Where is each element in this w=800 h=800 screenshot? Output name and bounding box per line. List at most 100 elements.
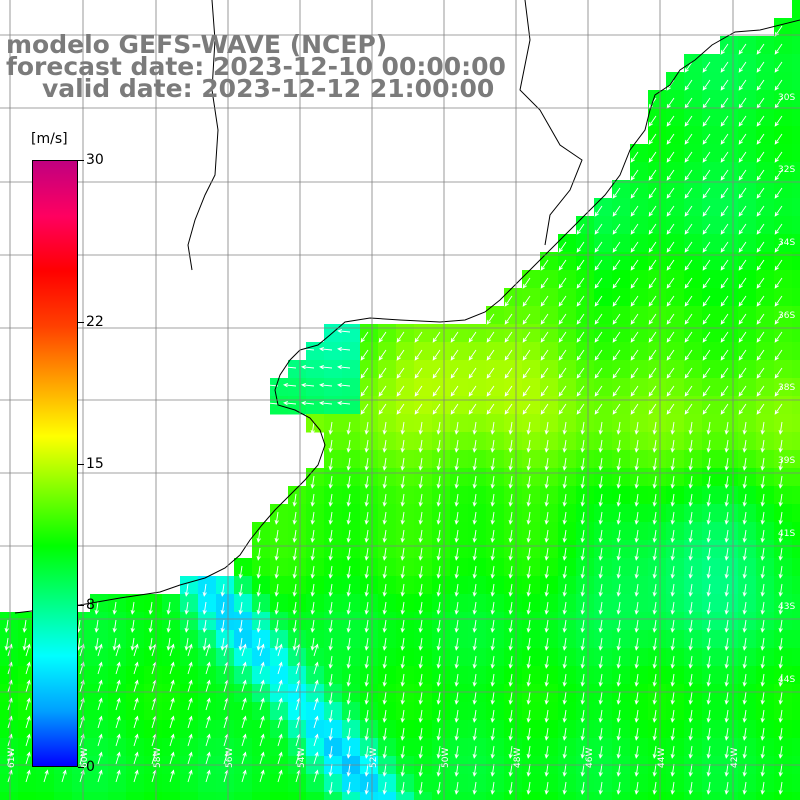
- wind-arrow: [616, 673, 621, 687]
- wind-arrow: [526, 673, 531, 687]
- wind-arrow: [436, 637, 441, 651]
- wind-cell: [306, 576, 325, 595]
- wind-cell: [738, 396, 757, 415]
- wind-cell: [108, 684, 127, 703]
- wind-cell: [540, 450, 559, 469]
- wind-cell: [522, 792, 541, 800]
- wind-arrow: [706, 547, 711, 561]
- wind-cell: [378, 648, 397, 667]
- wind-arrow: [472, 763, 477, 777]
- wind-arrow: [684, 403, 693, 415]
- wind-arrow: [598, 511, 603, 525]
- wind-arrow: [436, 781, 441, 795]
- wind-arrow: [598, 781, 603, 795]
- wind-cell: [738, 504, 757, 523]
- wind-arrow: [616, 529, 621, 543]
- wind-arrow: [562, 763, 567, 777]
- wind-arrow: [652, 493, 657, 507]
- wind-arrow: [702, 259, 711, 271]
- wind-cell: [666, 90, 685, 109]
- wind-cell: [450, 396, 469, 415]
- wind-cell: [342, 414, 361, 433]
- wind-cell: [702, 684, 721, 703]
- wind-arrow: [346, 619, 351, 633]
- wind-arrow: [738, 313, 747, 325]
- wind-arrow: [508, 691, 513, 705]
- wind-arrow: [720, 259, 729, 271]
- wind-cell: [126, 630, 145, 649]
- wind-arrow: [594, 295, 603, 307]
- wind-arrow: [688, 421, 693, 435]
- wind-cell: [0, 612, 19, 631]
- wind-arrow: [774, 43, 783, 55]
- wind-arrow: [598, 727, 603, 741]
- wind-cell: [756, 540, 775, 559]
- wind-arrow: [630, 367, 639, 379]
- wind-arrow: [414, 385, 423, 397]
- wind-cell: [414, 792, 433, 800]
- wind-arrow: [648, 187, 657, 199]
- wind-cell: [648, 342, 667, 361]
- wind-arrow: [724, 619, 729, 633]
- wind-cell: [252, 666, 271, 685]
- wind-arrow: [346, 583, 351, 597]
- wind-cell: [342, 504, 361, 523]
- wind-arrow: [562, 511, 567, 525]
- wind-arrow: [616, 691, 621, 705]
- wind-arrow: [666, 349, 675, 361]
- wind-arrow: [742, 637, 747, 651]
- wind-cell: [594, 216, 613, 235]
- wind-cell: [396, 630, 415, 649]
- wind-arrow: [508, 781, 513, 795]
- wind-arrow: [202, 601, 207, 615]
- wind-arrow: [616, 547, 621, 561]
- wind-arrow: [313, 643, 319, 657]
- wind-arrow: [594, 349, 603, 361]
- wind-cell: [666, 486, 685, 505]
- wind-cell: [432, 702, 451, 721]
- wind-cell: [648, 468, 667, 487]
- wind-arrow: [526, 745, 531, 759]
- wind-cell: [738, 90, 757, 109]
- wind-arrow: [241, 733, 247, 747]
- wind-cell: [504, 522, 523, 541]
- wind-cell: [684, 720, 703, 739]
- wind-cell: [540, 252, 559, 271]
- wind-arrow: [396, 403, 405, 415]
- wind-arrow: [472, 565, 477, 579]
- wind-arrow: [133, 661, 139, 675]
- wind-cell: [792, 630, 800, 649]
- wind-cell: [198, 666, 217, 685]
- wind-cell: [666, 108, 685, 127]
- wind-cell: [432, 414, 451, 433]
- wind-cell: [468, 594, 487, 613]
- wind-arrow: [562, 457, 567, 471]
- colorbar-tickmark: [78, 463, 84, 465]
- wind-cell: [522, 450, 541, 469]
- wind-arrow: [328, 745, 333, 759]
- wind-cell: [486, 486, 505, 505]
- wind-arrow: [742, 709, 747, 723]
- wind-arrow: [378, 385, 387, 397]
- wind-arrow: [472, 529, 477, 543]
- wind-cell: [756, 108, 775, 127]
- wind-cell: [666, 558, 685, 577]
- wind-cell: [252, 684, 271, 703]
- wind-cell: [396, 684, 415, 703]
- wind-arrow: [684, 187, 693, 199]
- wind-cell: [612, 378, 631, 397]
- wind-cell: [288, 558, 307, 577]
- wind-cell: [144, 684, 163, 703]
- wind-arrow: [688, 637, 693, 651]
- wind-cell: [666, 432, 685, 451]
- wind-arrow: [756, 331, 765, 343]
- wind-cell: [540, 738, 559, 757]
- wind-arrow: [115, 715, 121, 729]
- wind-cell: [324, 612, 343, 631]
- wind-arrow: [205, 643, 211, 657]
- wind-cell: [684, 162, 703, 181]
- wind-arrow: [346, 601, 351, 615]
- wind-cell: [288, 792, 307, 800]
- wind-arrow: [738, 133, 747, 145]
- wind-arrow: [436, 439, 441, 453]
